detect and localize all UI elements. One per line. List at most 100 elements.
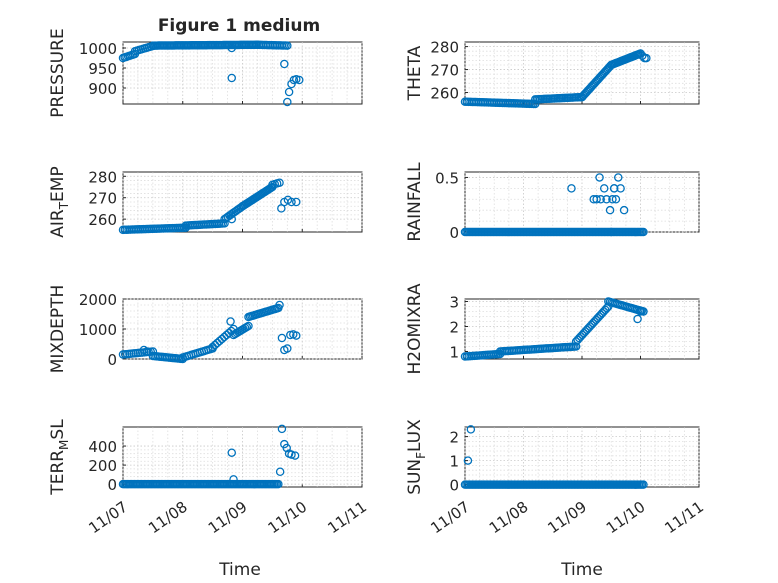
axes-box bbox=[464, 171, 700, 233]
x-tick-label: 11/07 bbox=[85, 498, 131, 538]
data-point bbox=[463, 456, 473, 465]
x-tick-label: 11/10 bbox=[265, 498, 311, 538]
data-point bbox=[567, 184, 576, 193]
data-point bbox=[636, 307, 645, 316]
data-point bbox=[229, 475, 238, 484]
y-tick-label: 260 bbox=[88, 211, 117, 229]
data-point bbox=[277, 424, 287, 434]
y-axis-label: PRESSURE bbox=[48, 28, 68, 117]
data-point bbox=[609, 184, 619, 193]
data-point bbox=[274, 479, 283, 489]
data-point bbox=[596, 195, 605, 204]
y-axis-label: AIRTEMP bbox=[48, 166, 71, 237]
data-point bbox=[287, 450, 296, 459]
subplot-pressure: 900 950 1000 PRESSURE bbox=[48, 28, 363, 118]
y-tick-label: 270 bbox=[430, 62, 459, 80]
data-point bbox=[592, 195, 601, 204]
x-axis-label-left: Time bbox=[218, 560, 261, 580]
y-tick-label: 200 bbox=[88, 457, 117, 475]
axes-box bbox=[122, 426, 363, 488]
x-tick-label: 11/08 bbox=[486, 498, 532, 538]
data-point bbox=[227, 214, 236, 224]
data-point bbox=[275, 300, 284, 310]
data-point bbox=[639, 480, 648, 489]
y-axis-label: SUNFLUX bbox=[405, 419, 428, 495]
data-point bbox=[292, 331, 301, 340]
data-point bbox=[275, 467, 285, 477]
x-axis-label-right: Time bbox=[560, 560, 603, 580]
data-point bbox=[284, 87, 294, 97]
axes-box bbox=[464, 426, 700, 488]
data-point bbox=[602, 195, 611, 204]
data-point bbox=[619, 205, 629, 215]
data-point bbox=[466, 425, 476, 434]
data-point bbox=[227, 43, 236, 53]
data-point bbox=[608, 195, 617, 204]
data-point bbox=[227, 448, 236, 457]
y-tick-label: 270 bbox=[88, 190, 117, 208]
data-point bbox=[226, 317, 235, 326]
data-point bbox=[242, 322, 252, 332]
data-point bbox=[275, 178, 284, 187]
data-point bbox=[616, 184, 625, 193]
data-point bbox=[599, 184, 609, 193]
y-tick-label: 0 bbox=[449, 477, 459, 495]
data-point bbox=[295, 75, 304, 85]
subplot-air-temp: 260 270 280 AIRTEMP bbox=[48, 166, 363, 238]
y-tick-label: 2000 bbox=[79, 291, 117, 309]
subplot-sun-flux: 0 1 2 11/07 11/08 11/09 11/10 11/11 SUNFLUX bbox=[405, 419, 707, 537]
y-axis-label: H2OMIXRA bbox=[405, 283, 425, 374]
data-point bbox=[607, 227, 616, 237]
x-tick-label: 11/10 bbox=[603, 498, 649, 538]
y-tick-label: 2 bbox=[449, 429, 459, 447]
y-tick-label: 0 bbox=[107, 476, 117, 494]
x-tick-label: 11/09 bbox=[205, 498, 251, 538]
data-point bbox=[227, 73, 236, 83]
data-point bbox=[287, 197, 296, 207]
y-axis-label: TERRMSL bbox=[48, 419, 71, 496]
x-tick-label: 11/11 bbox=[324, 498, 370, 538]
data-point bbox=[605, 205, 615, 215]
data-point bbox=[283, 41, 292, 50]
data-point bbox=[292, 197, 301, 207]
data-point bbox=[142, 347, 152, 356]
data-point bbox=[611, 195, 621, 204]
y-tick-label: 900 bbox=[88, 80, 117, 98]
figure-title: Figure 1 medium bbox=[158, 16, 320, 36]
y-tick-label: 280 bbox=[88, 168, 117, 186]
subplot-mixdepth: 0 1000 2000 MIXDEPTH bbox=[48, 285, 363, 373]
y-tick-label: 1000 bbox=[79, 40, 117, 58]
y-axis-label: RAINFALL bbox=[405, 162, 425, 242]
data-point bbox=[633, 314, 642, 324]
y-tick-label: 3 bbox=[449, 294, 459, 312]
subplot-h2omixra: 1 2 3 H2OMIXRA bbox=[405, 283, 700, 375]
y-tick-label: 1 bbox=[449, 453, 459, 471]
y-tick-label: 950 bbox=[88, 60, 117, 78]
data-point bbox=[280, 59, 289, 69]
y-tick-label: 2 bbox=[449, 319, 459, 337]
data-point bbox=[642, 53, 651, 63]
data-point bbox=[283, 97, 292, 107]
data-point bbox=[614, 173, 623, 182]
y-tick-label: 0 bbox=[107, 351, 117, 369]
x-tick-label: 11/08 bbox=[145, 498, 191, 538]
data-point bbox=[639, 227, 648, 237]
y-tick-label: 400 bbox=[88, 438, 117, 456]
subplot-rainfall: 0 0.5 RAINFALL bbox=[405, 162, 700, 242]
data-point bbox=[283, 344, 292, 353]
y-tick-label: 1000 bbox=[79, 321, 117, 339]
y-tick-label: 260 bbox=[430, 85, 459, 103]
y-tick-label: 280 bbox=[430, 39, 459, 57]
x-tick-label: 11/07 bbox=[427, 498, 473, 538]
y-tick-label: 1 bbox=[449, 344, 459, 362]
x-tick-label: 11/11 bbox=[661, 498, 707, 538]
data-point bbox=[277, 333, 287, 343]
data-point bbox=[290, 451, 300, 460]
data-point bbox=[639, 307, 648, 316]
data-point bbox=[220, 219, 229, 228]
y-axis-label: THETA bbox=[405, 45, 425, 101]
data-point bbox=[595, 173, 604, 182]
y-tick-label: 0 bbox=[449, 224, 459, 242]
